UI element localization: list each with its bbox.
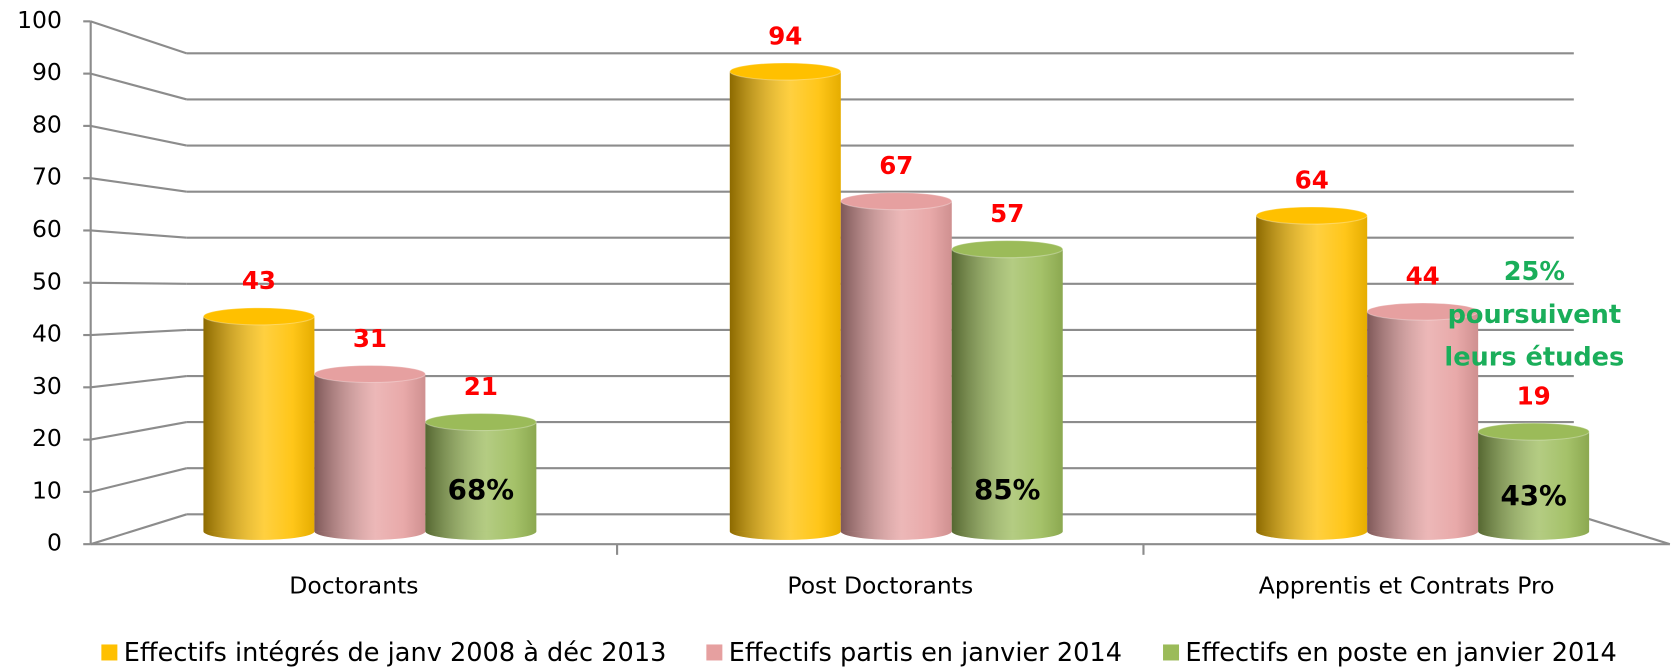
grid-line <box>90 467 187 493</box>
bar-shade <box>840 201 952 532</box>
bar-top <box>951 240 1064 259</box>
annotation: 25% <box>1504 257 1565 287</box>
y-tick-label: 50 <box>32 267 62 295</box>
bar-top <box>313 364 426 384</box>
grid-line <box>90 229 187 239</box>
grid-line <box>90 421 187 441</box>
plot: 0 10 20 30 40 50 60 70 80 90 100 Doctorants 43 31 21 68… <box>17 6 1671 668</box>
data-label: 44 <box>1406 261 1440 290</box>
annotation: leurs études <box>1444 343 1624 373</box>
y-tick-label: 80 <box>32 110 62 138</box>
legend-label: Effectifs intégrés de janv 2008 à déc 20… <box>124 638 667 668</box>
legend-swatch <box>706 644 723 661</box>
floor <box>1573 513 1671 546</box>
inner-label: 43% <box>1500 479 1566 512</box>
annotation: poursuivent <box>1448 300 1621 330</box>
data-label: 19 <box>1517 381 1551 410</box>
bar-top <box>840 192 953 211</box>
grid-line <box>90 177 187 193</box>
legend-label: Effectifs partis en janvier 2014 <box>729 638 1122 668</box>
bar-shade <box>1478 431 1590 532</box>
bar-shade <box>729 71 841 532</box>
grid-line <box>90 72 188 101</box>
grid-line <box>90 20 188 55</box>
y-tick-label: 30 <box>32 372 62 400</box>
y-tick-label: 40 <box>32 320 62 348</box>
y-tick-label: 10 <box>32 476 62 504</box>
data-label: 64 <box>1295 165 1329 194</box>
grid-line <box>90 124 187 147</box>
x-tick-label: Apprentis et Contrats Pro <box>1259 571 1555 599</box>
bar-top <box>729 62 842 81</box>
bar-top <box>1477 422 1590 441</box>
legend-swatch <box>1163 644 1180 661</box>
bar-shade <box>951 249 1063 532</box>
inner-label: 68% <box>448 473 514 506</box>
data-label: 94 <box>768 21 802 50</box>
x-tick-label: Doctorants <box>289 571 418 599</box>
bar-shade <box>314 373 426 532</box>
data-label: 43 <box>242 266 276 295</box>
y-tick-label: 90 <box>32 58 62 86</box>
data-label: 31 <box>353 324 387 353</box>
y-tick-label: 20 <box>32 424 62 452</box>
grid-line <box>90 281 187 285</box>
y-tick-label: 100 <box>17 6 62 34</box>
data-label: 67 <box>879 151 913 180</box>
data-label: 21 <box>464 372 498 401</box>
bar-top <box>1366 302 1479 321</box>
bar-top <box>202 307 315 326</box>
bar-shade <box>203 316 315 532</box>
bar-shade <box>1367 311 1479 532</box>
grid-line <box>90 328 187 337</box>
data-label: 57 <box>990 199 1024 228</box>
x-tick-label: Post Doctorants <box>787 571 973 599</box>
y-tick-label: 60 <box>32 215 62 243</box>
legend-swatch <box>101 644 118 661</box>
y-tick-label: 0 <box>47 529 62 557</box>
bar-top <box>424 412 537 432</box>
grid-line <box>90 513 188 546</box>
legend-label: Effectifs en poste en janvier 2014 <box>1185 638 1616 668</box>
bar-shade <box>425 421 537 532</box>
inner-label: 85% <box>974 473 1040 506</box>
bar-top <box>1255 206 1368 225</box>
grid-line <box>90 374 187 389</box>
y-tick-label: 70 <box>32 163 62 191</box>
bar-shade <box>1256 215 1368 532</box>
